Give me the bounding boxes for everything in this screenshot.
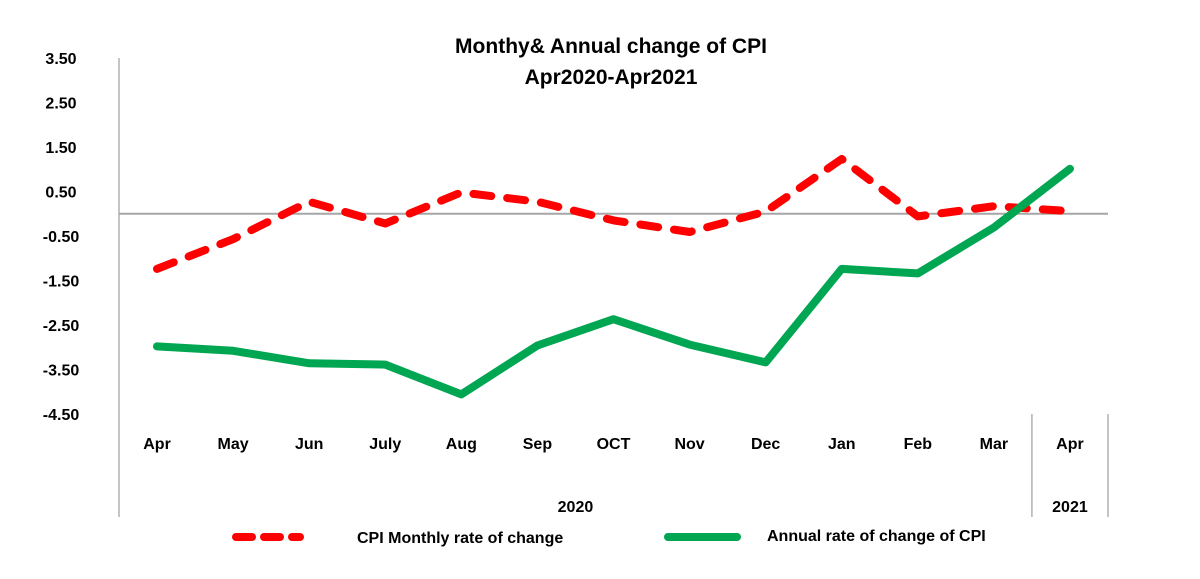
legend-label-annual: Annual rate of change of CPI: [767, 528, 986, 545]
series-line-monthly: [153, 155, 1074, 273]
series-line-annual: [153, 164, 1074, 399]
y-tick-label: -3.50: [43, 363, 80, 380]
y-tick-label: -0.50: [43, 229, 80, 246]
x-tick-label: Feb: [904, 436, 933, 453]
x-tick-label: Sep: [523, 436, 553, 453]
legend-label-monthly: CPI Monthly rate of change: [357, 530, 563, 547]
x-tick-label: Apr: [143, 436, 171, 453]
y-tick-label: 0.50: [45, 185, 76, 202]
legend: CPI Monthly rate of change Annual rate o…: [232, 528, 986, 547]
chart-title: Monthy& Annual change of CPI: [455, 35, 767, 58]
x-group-label: 2021: [1052, 499, 1088, 516]
y-tick-label: -1.50: [43, 274, 80, 291]
x-tick-label: Jun: [295, 436, 323, 453]
series-lines: [153, 155, 1074, 399]
y-tick-label: 3.50: [45, 51, 76, 68]
y-tick-label: -2.50: [43, 318, 80, 335]
x-tick-label: July: [369, 436, 401, 453]
x-tick-label: Nov: [674, 436, 704, 453]
x-tick-label: Dec: [751, 436, 780, 453]
x-axis-groups: 2020 2021: [558, 499, 1088, 516]
x-tick-label: Apr: [1056, 436, 1084, 453]
x-axis-ticks: Apr May Jun July Aug Sep OCT Nov Dec Jan Feb Mar Apr: [143, 436, 1083, 453]
x-tick-label: Aug: [446, 436, 477, 453]
y-tick-label: 2.50: [45, 96, 76, 113]
x-tick-label: Jan: [828, 436, 856, 453]
chart-subtitle: Apr2020-Apr2021: [525, 66, 698, 89]
x-group-label: 2020: [558, 499, 594, 516]
y-tick-label: -4.50: [43, 407, 80, 424]
x-tick-label: OCT: [597, 436, 631, 453]
x-tick-label: May: [218, 436, 249, 453]
y-axis-ticks: 3.50 2.50 1.50 0.50 -0.50 -1.50 -2.50 -3.50 -4.5…: [43, 51, 80, 424]
y-tick-label: 1.50: [45, 140, 76, 157]
x-tick-label: Mar: [980, 436, 1008, 453]
